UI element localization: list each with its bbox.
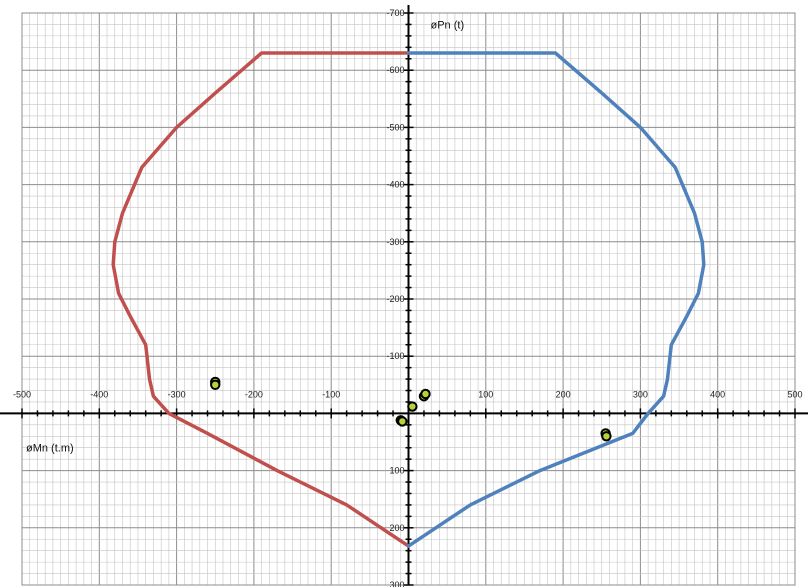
x-tick-label: -200: [245, 389, 263, 399]
load-points: [210, 376, 612, 442]
y-tick-label: -100: [386, 351, 404, 361]
x-tick-label: 200: [556, 389, 571, 399]
y-tick-labels: -700 -600 -500 -400 -300 -200 -100 100 200 300: [386, 8, 404, 587]
y-tick-label: 200: [389, 523, 404, 533]
interaction-curve-2: [406, 51, 706, 548]
load-point-marker: [601, 431, 612, 442]
load-point-marker: [210, 379, 221, 390]
x-axis-title: øMn (t.m): [26, 443, 74, 455]
interaction-curves: [111, 51, 706, 548]
load-point-marker: [397, 416, 408, 427]
y-tick-label: -700: [386, 8, 404, 18]
y-tick-label: -500: [386, 122, 404, 132]
y-tick-label: -400: [386, 180, 404, 190]
load-point-marker: [407, 401, 418, 412]
x-tick-label: -500: [13, 389, 31, 399]
x-tick-label: -100: [322, 389, 340, 399]
x-tick-label: 300: [633, 389, 648, 399]
tick-marks: [21, 12, 796, 586]
load-point-marker: [420, 388, 431, 400]
x-tick-label: 400: [710, 389, 725, 399]
y-tick-label: -600: [386, 65, 404, 75]
y-tick-label: 300: [389, 580, 404, 587]
x-tick-label: 100: [478, 389, 493, 399]
y-tick-label: -300: [386, 237, 404, 247]
x-tick-label: -300: [168, 389, 186, 399]
x-tick-labels: -500 -400 -300 -200 -100 100 200 300 400 500: [13, 389, 803, 399]
x-tick-label: -400: [90, 389, 108, 399]
y-axis-title: øPn (t): [431, 19, 465, 31]
interaction-curve-1: [111, 51, 411, 548]
x-tick-label: 500: [787, 389, 802, 399]
y-tick-label: 100: [389, 466, 404, 476]
y-tick-label: -200: [386, 294, 404, 304]
